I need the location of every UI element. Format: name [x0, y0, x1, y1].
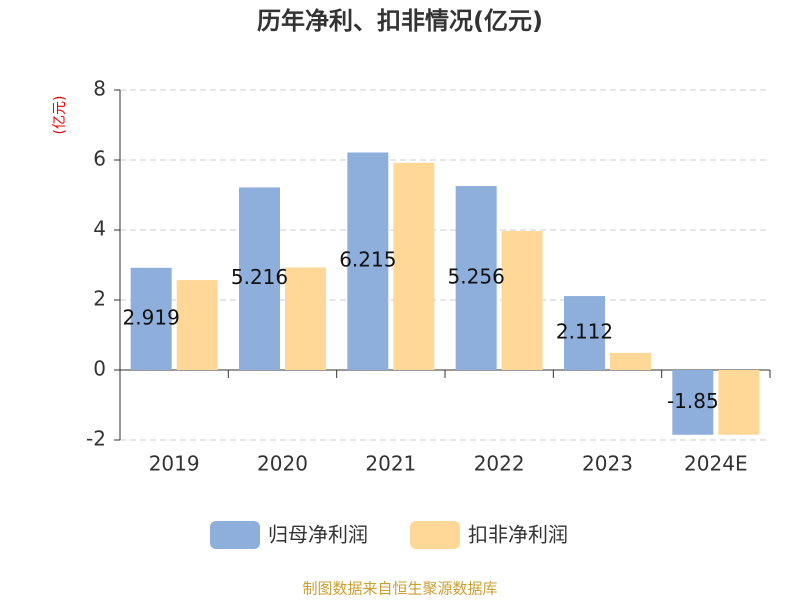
- chart-title: 历年净利、扣非情况(亿元): [257, 7, 543, 35]
- bar: [393, 162, 435, 370]
- y-unit: (亿元): [52, 96, 68, 135]
- bar: [239, 187, 280, 370]
- bar: [347, 152, 389, 370]
- y-tick-label: 4: [93, 217, 106, 241]
- value-label: 5.256: [448, 265, 505, 289]
- y-tick-label: 8: [93, 77, 106, 101]
- bar: [564, 296, 605, 370]
- legend-swatch: [410, 521, 460, 549]
- x-tick-label: 2019: [149, 452, 200, 476]
- bar: [176, 280, 218, 370]
- y-tick-label: 2: [93, 287, 106, 311]
- bar: [285, 267, 326, 370]
- value-label: 5.216: [231, 265, 288, 289]
- source-note: 制图数据来自恒生聚源数据库: [302, 580, 497, 598]
- x-tick-label: 2022: [474, 452, 525, 476]
- legend-label: 扣非净利润: [468, 523, 568, 547]
- legend-swatch: [210, 521, 260, 549]
- value-label: -1.85: [667, 389, 719, 413]
- x-tick-label: 2021: [365, 452, 416, 476]
- x-tick-label: 2024E: [684, 452, 748, 476]
- y-tick-label: 6: [93, 147, 106, 171]
- x-tick-label: 2023: [582, 452, 633, 476]
- legend-label: 归母净利润: [268, 523, 368, 547]
- bar: [672, 370, 714, 435]
- value-label: 2.919: [123, 305, 180, 329]
- value-label: 2.112: [556, 320, 613, 344]
- bar: [455, 186, 497, 370]
- bar: [718, 370, 760, 435]
- bar: [610, 352, 651, 370]
- x-tick-label: 2020: [257, 452, 308, 476]
- value-label: 6.215: [339, 248, 396, 272]
- y-tick-label: -2: [86, 427, 106, 451]
- y-tick-label: 0: [93, 357, 106, 381]
- bar: [501, 231, 543, 370]
- bar: [130, 267, 172, 370]
